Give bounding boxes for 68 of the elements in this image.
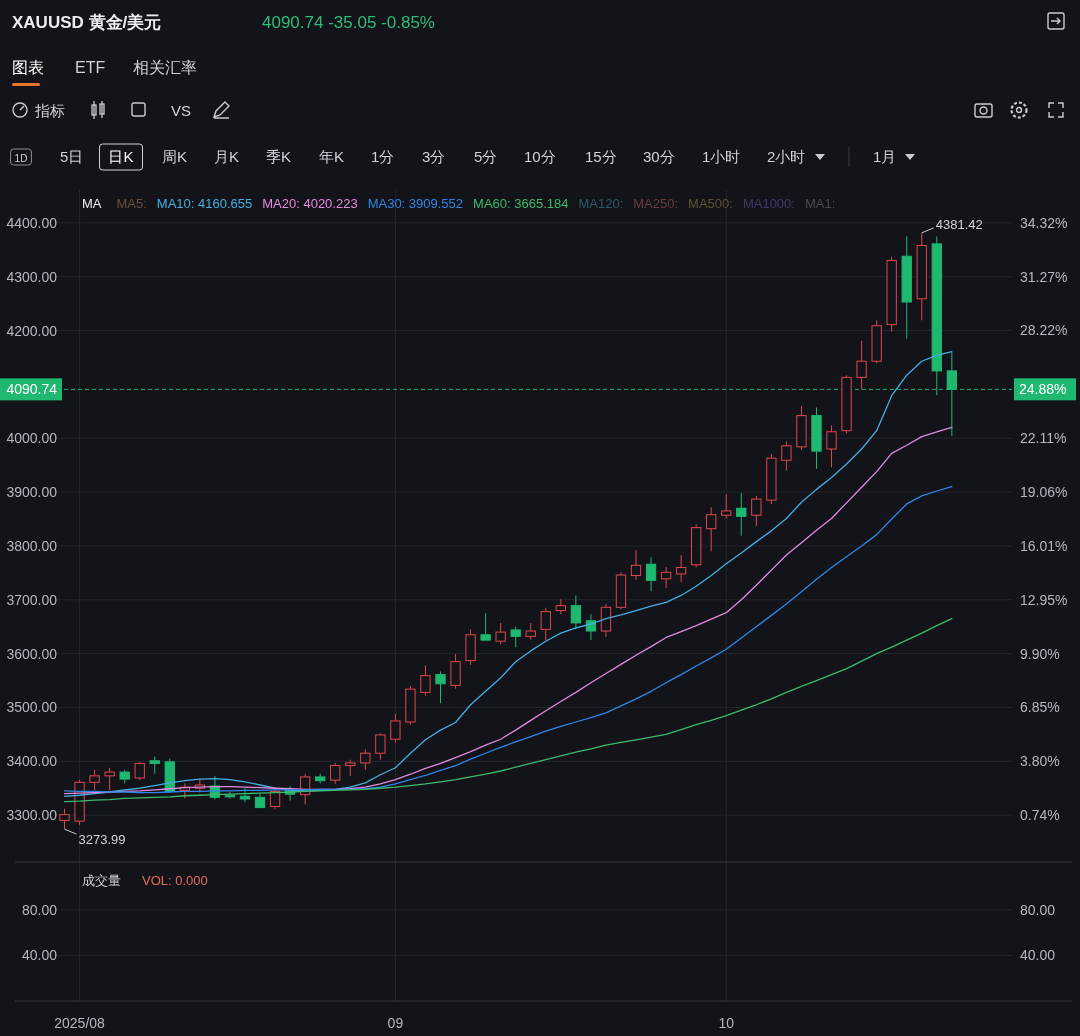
y-tick-label: 3400.00 [6,753,58,770]
text: ETF [75,59,106,76]
y-tick-label: 3800.00 [6,537,58,554]
text: 相关汇率 [133,59,197,76]
text: 5日 [60,148,84,165]
x-tick-label: 2025/08 [54,1015,106,1031]
legend-label: MA1000: [742,196,795,211]
y-tick-label: 4300.00 [6,268,58,285]
y2-tick-label: 28.22% [1020,322,1068,339]
y-tick-label: 80.00 [21,901,58,918]
annotation: 3273.99 [78,832,126,848]
y2-tick-label: 34.32% [1020,214,1068,231]
legend-label: MA250: [633,196,679,211]
text: 周K [162,148,188,165]
y2-tick-label: 40.00 [1020,947,1056,964]
annotation: VOL: 0.000 [142,873,208,888]
text: 1月 [873,148,897,165]
y-tick-label: 40.00 [21,947,58,964]
ref-line-label: 4090.74 [6,381,58,398]
y2-tick-label: 80.00 [1020,901,1056,918]
text: 1D [14,153,28,164]
text: 2小时 [767,148,806,165]
text: 图表 [12,59,44,76]
x-tick-label: 09 [387,1015,404,1031]
text: 年K [319,148,345,165]
text: VS [171,102,192,119]
y-tick-label: 3600.00 [6,645,58,662]
y2-tick-label: 31.27% [1020,268,1068,285]
y-tick-label: 4000.00 [6,430,58,447]
y2-tick-label: 3.80% [1020,753,1060,770]
text: MA60: 3665.184 [473,196,569,211]
text: 30分 [643,148,675,165]
chart-title: XAUUSD 黄金/美元 [12,13,162,32]
y-tick-label: 3500.00 [6,699,58,716]
y2-tick-label: 6.85% [1020,699,1060,716]
y-tick-label: 3700.00 [6,591,58,608]
text: 1分 [371,148,395,165]
text: MA30: 3909.552 [367,196,464,211]
y-tick-label: 4400.00 [6,214,58,231]
legend-label: MA5: [116,196,147,211]
annotation: 4381.42 [935,216,983,232]
text: MA10: 4160.655 [156,196,253,211]
y2-tick-label: 24.88% [1019,381,1067,398]
x-tick-label: 10 [718,1015,735,1031]
y-tick-label: 4200.00 [6,322,58,339]
legend-title: MA [82,196,102,211]
text: 3分 [422,148,446,165]
y-tick-label: 3900.00 [6,484,58,501]
text: 日K [108,148,134,165]
text: 10分 [524,148,556,165]
text: 成交量 [82,873,121,888]
chart-subtitle: 4090.74 -35.05 -0.85% [262,13,435,32]
text: MA20: 4020.223 [262,196,358,211]
text: 季K [266,148,292,165]
text: 1小时 [702,148,741,165]
text: 15分 [585,148,617,165]
text: 指标 [34,102,65,119]
y-tick-label: 3300.00 [6,807,58,824]
legend-label: MA120: [578,196,624,211]
y2-tick-label: 0.74% [1020,807,1060,824]
y2-tick-label: 16.01% [1020,537,1068,554]
y2-tick-label: 12.95% [1020,591,1068,608]
y2-tick-label: 19.06% [1020,483,1068,500]
text: 5分 [474,148,498,165]
legend-label: MA500: [688,196,733,211]
y2-tick-label: 22.11% [1020,430,1067,447]
y2-tick-label: 9.90% [1020,645,1060,662]
text: 月K [214,148,240,165]
